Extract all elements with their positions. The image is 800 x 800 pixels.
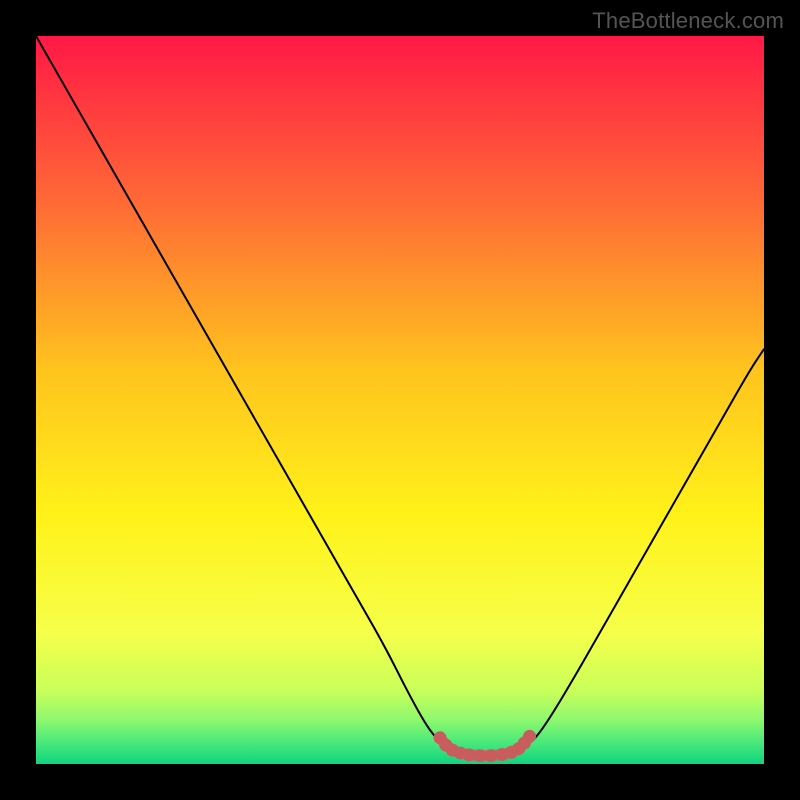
plot-area <box>36 36 764 764</box>
watermark-text: TheBottleneck.com <box>592 8 784 34</box>
chart-svg <box>36 36 764 764</box>
trough-dot <box>523 730 536 743</box>
chart-background <box>36 36 764 764</box>
figure: TheBottleneck.com <box>0 0 800 800</box>
